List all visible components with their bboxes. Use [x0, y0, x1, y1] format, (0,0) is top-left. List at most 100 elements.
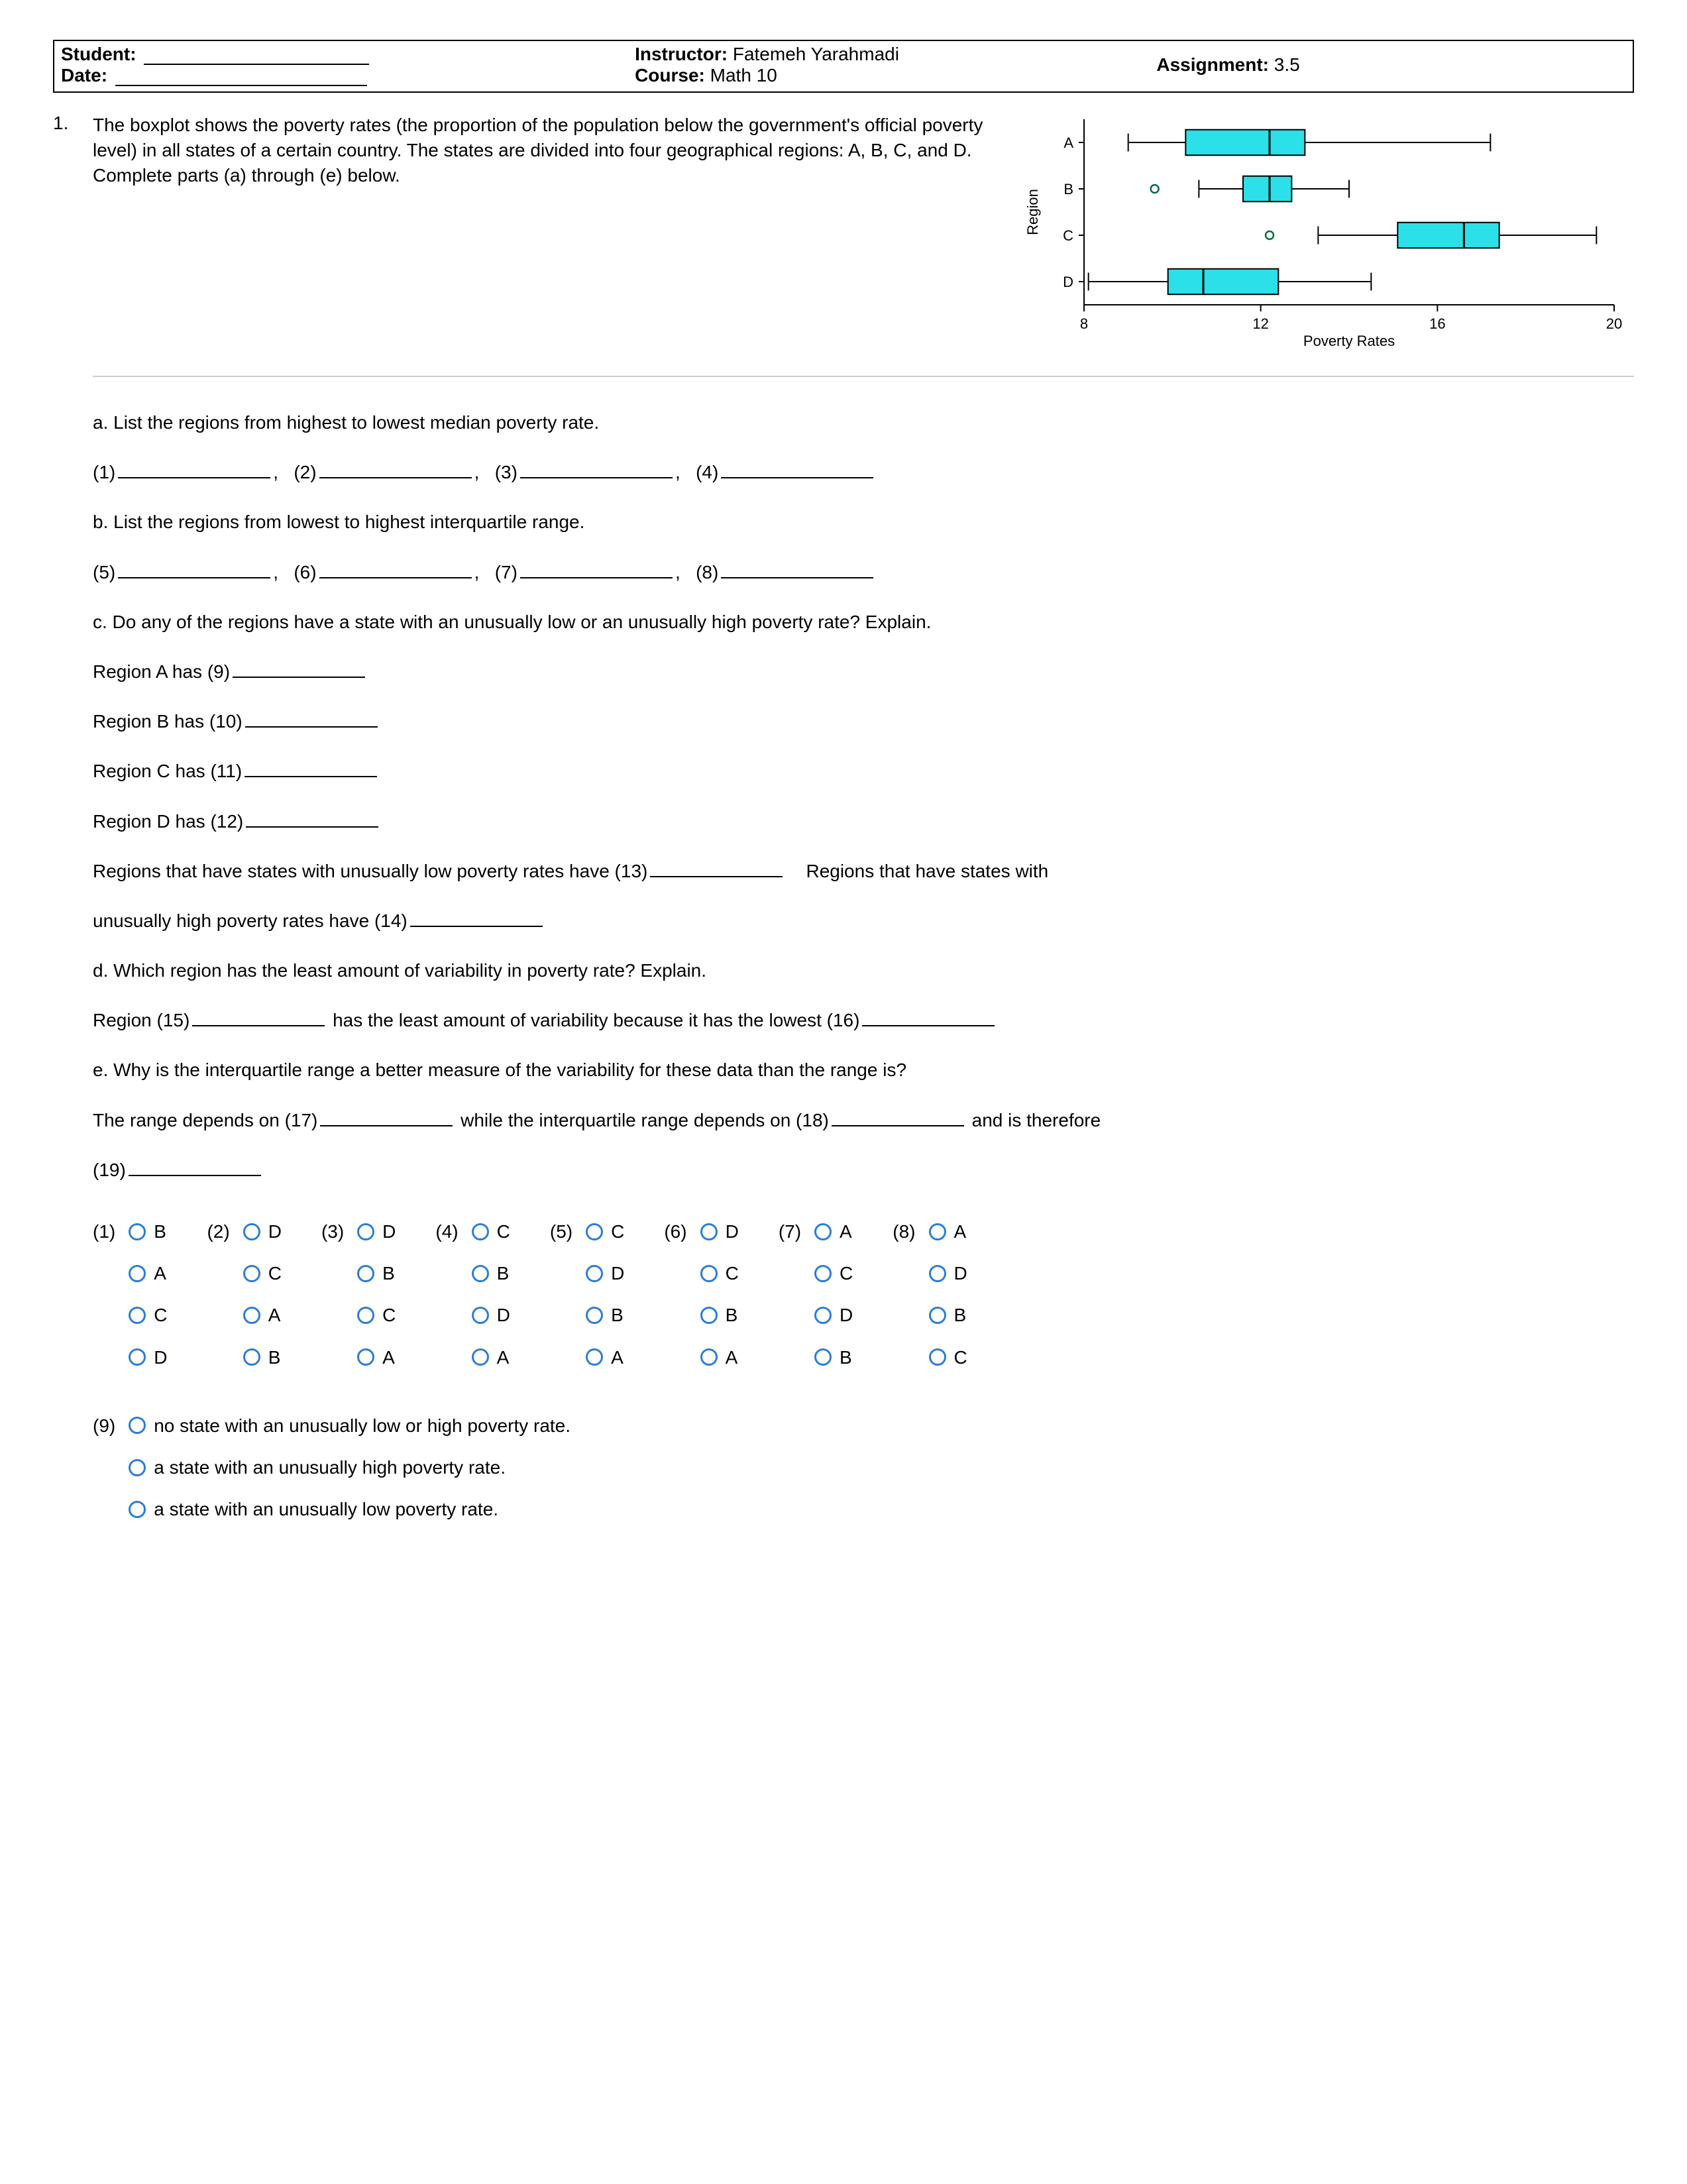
assignment-header: Student: Date: Instructor: Fatemeh Yarah…	[53, 40, 1634, 93]
blank-2[interactable]	[319, 477, 472, 478]
mc-option-1-4[interactable]: D	[129, 1340, 167, 1375]
mc-option-2-1[interactable]: D	[243, 1214, 282, 1249]
mc-option-8-1[interactable]: A	[929, 1214, 967, 1249]
radio-icon[interactable]	[929, 1265, 946, 1282]
mc-option-2-3[interactable]: A	[243, 1297, 282, 1333]
radio-icon[interactable]	[129, 1501, 146, 1518]
part-b-blanks: (5), (6), (7), (8)	[93, 555, 1634, 590]
mc-option-6-2[interactable]: C	[700, 1256, 739, 1291]
mc-option-4-3[interactable]: D	[472, 1297, 510, 1333]
radio-icon[interactable]	[129, 1265, 146, 1282]
radio-icon[interactable]	[129, 1348, 146, 1366]
blank-13[interactable]	[650, 876, 783, 877]
radio-icon[interactable]	[472, 1223, 489, 1240]
radio-icon[interactable]	[129, 1459, 146, 1476]
mc-option-5-2[interactable]: D	[586, 1256, 624, 1291]
blank-4[interactable]	[721, 477, 873, 478]
radio-icon[interactable]	[700, 1265, 718, 1282]
radio-icon[interactable]	[243, 1265, 260, 1282]
mc-option-8-2[interactable]: D	[929, 1256, 967, 1291]
mc-option-2-4[interactable]: B	[243, 1340, 282, 1375]
mc-group-opts-8: ADBC	[929, 1214, 967, 1375]
blank-12[interactable]	[246, 826, 378, 828]
radio-icon[interactable]	[814, 1348, 832, 1366]
radio-icon[interactable]	[586, 1348, 603, 1366]
blank-17[interactable]	[320, 1125, 453, 1126]
mc-option-3-2[interactable]: B	[357, 1256, 396, 1291]
blank-19[interactable]	[129, 1175, 261, 1176]
mc-option-8-4[interactable]: C	[929, 1340, 967, 1375]
radio-icon[interactable]	[243, 1223, 260, 1240]
blank-14[interactable]	[410, 926, 543, 927]
mc-option-5-1[interactable]: C	[586, 1214, 624, 1249]
mc-option-7-2[interactable]: C	[814, 1256, 853, 1291]
radio-icon[interactable]	[357, 1348, 374, 1366]
blank-7[interactable]	[520, 577, 673, 578]
svg-text:Region: Region	[1024, 189, 1041, 235]
mc-9-option-1[interactable]: no state with an unusually low or high p…	[129, 1408, 571, 1443]
blank-6[interactable]	[319, 577, 472, 578]
radio-icon[interactable]	[700, 1223, 718, 1240]
radio-icon[interactable]	[357, 1223, 374, 1240]
mc-option-2-2[interactable]: C	[243, 1256, 282, 1291]
mc-option-1-1[interactable]: B	[129, 1214, 167, 1249]
blank-1[interactable]	[118, 477, 270, 478]
mc-option-4-4[interactable]: A	[472, 1340, 510, 1375]
radio-icon[interactable]	[243, 1348, 260, 1366]
mc-option-1-3[interactable]: C	[129, 1297, 167, 1333]
mc-option-3-3[interactable]: C	[357, 1297, 396, 1333]
radio-icon[interactable]	[814, 1265, 832, 1282]
mc-option-7-1[interactable]: A	[814, 1214, 853, 1249]
radio-icon[interactable]	[472, 1265, 489, 1282]
blank-label-17: (17)	[285, 1110, 318, 1130]
blank-16[interactable]	[862, 1025, 995, 1026]
blank-15[interactable]	[192, 1025, 325, 1026]
mc-option-8-3[interactable]: B	[929, 1297, 967, 1333]
svg-text:8: 8	[1080, 315, 1088, 332]
radio-icon[interactable]	[700, 1307, 718, 1324]
radio-icon[interactable]	[929, 1348, 946, 1366]
mc-option-6-3[interactable]: B	[700, 1297, 739, 1333]
mc-option-7-4[interactable]: B	[814, 1340, 853, 1375]
assignment-value: 3.5	[1274, 54, 1300, 75]
blank-9[interactable]	[233, 677, 365, 678]
blank-10[interactable]	[245, 726, 378, 728]
radio-icon[interactable]	[243, 1307, 260, 1324]
question-1: 1. The boxplot shows the poverty rates (…	[53, 113, 1634, 390]
radio-icon[interactable]	[472, 1307, 489, 1324]
mc-option-3-4[interactable]: A	[357, 1340, 396, 1375]
blank-5[interactable]	[118, 577, 270, 578]
mc-9-option-3[interactable]: a state with an unusually low poverty ra…	[129, 1492, 571, 1527]
radio-icon[interactable]	[472, 1348, 489, 1366]
radio-icon[interactable]	[129, 1307, 146, 1324]
blank-18[interactable]	[832, 1125, 964, 1126]
radio-icon[interactable]	[129, 1417, 146, 1434]
mc-option-6-1[interactable]: D	[700, 1214, 739, 1249]
blank-8[interactable]	[721, 577, 873, 578]
radio-icon[interactable]	[814, 1307, 832, 1324]
mc-option-5-4[interactable]: A	[586, 1340, 624, 1375]
mc-group-4: (4)CBDA	[435, 1214, 510, 1375]
radio-icon[interactable]	[586, 1223, 603, 1240]
mc-option-3-1[interactable]: D	[357, 1214, 396, 1249]
mc-option-7-3[interactable]: D	[814, 1297, 853, 1333]
mc-option-5-3[interactable]: B	[586, 1297, 624, 1333]
mc-9-option-2[interactable]: a state with an unusually high poverty r…	[129, 1450, 571, 1485]
mc-option-4-2[interactable]: B	[472, 1256, 510, 1291]
radio-icon[interactable]	[357, 1307, 374, 1324]
radio-icon[interactable]	[129, 1223, 146, 1240]
blank-11[interactable]	[245, 776, 377, 777]
radio-icon[interactable]	[586, 1265, 603, 1282]
blank-3[interactable]	[520, 477, 673, 478]
mc-option-4-1[interactable]: C	[472, 1214, 510, 1249]
mc-option-1-2[interactable]: A	[129, 1256, 167, 1291]
radio-icon[interactable]	[814, 1223, 832, 1240]
mc-option-6-4[interactable]: A	[700, 1340, 739, 1375]
radio-icon[interactable]	[357, 1265, 374, 1282]
radio-icon[interactable]	[700, 1348, 718, 1366]
radio-icon[interactable]	[929, 1223, 946, 1240]
radio-icon[interactable]	[586, 1307, 603, 1324]
radio-icon[interactable]	[929, 1307, 946, 1324]
date-blank[interactable]	[115, 85, 367, 86]
mc-group-6: (6)DCBA	[664, 1214, 738, 1375]
